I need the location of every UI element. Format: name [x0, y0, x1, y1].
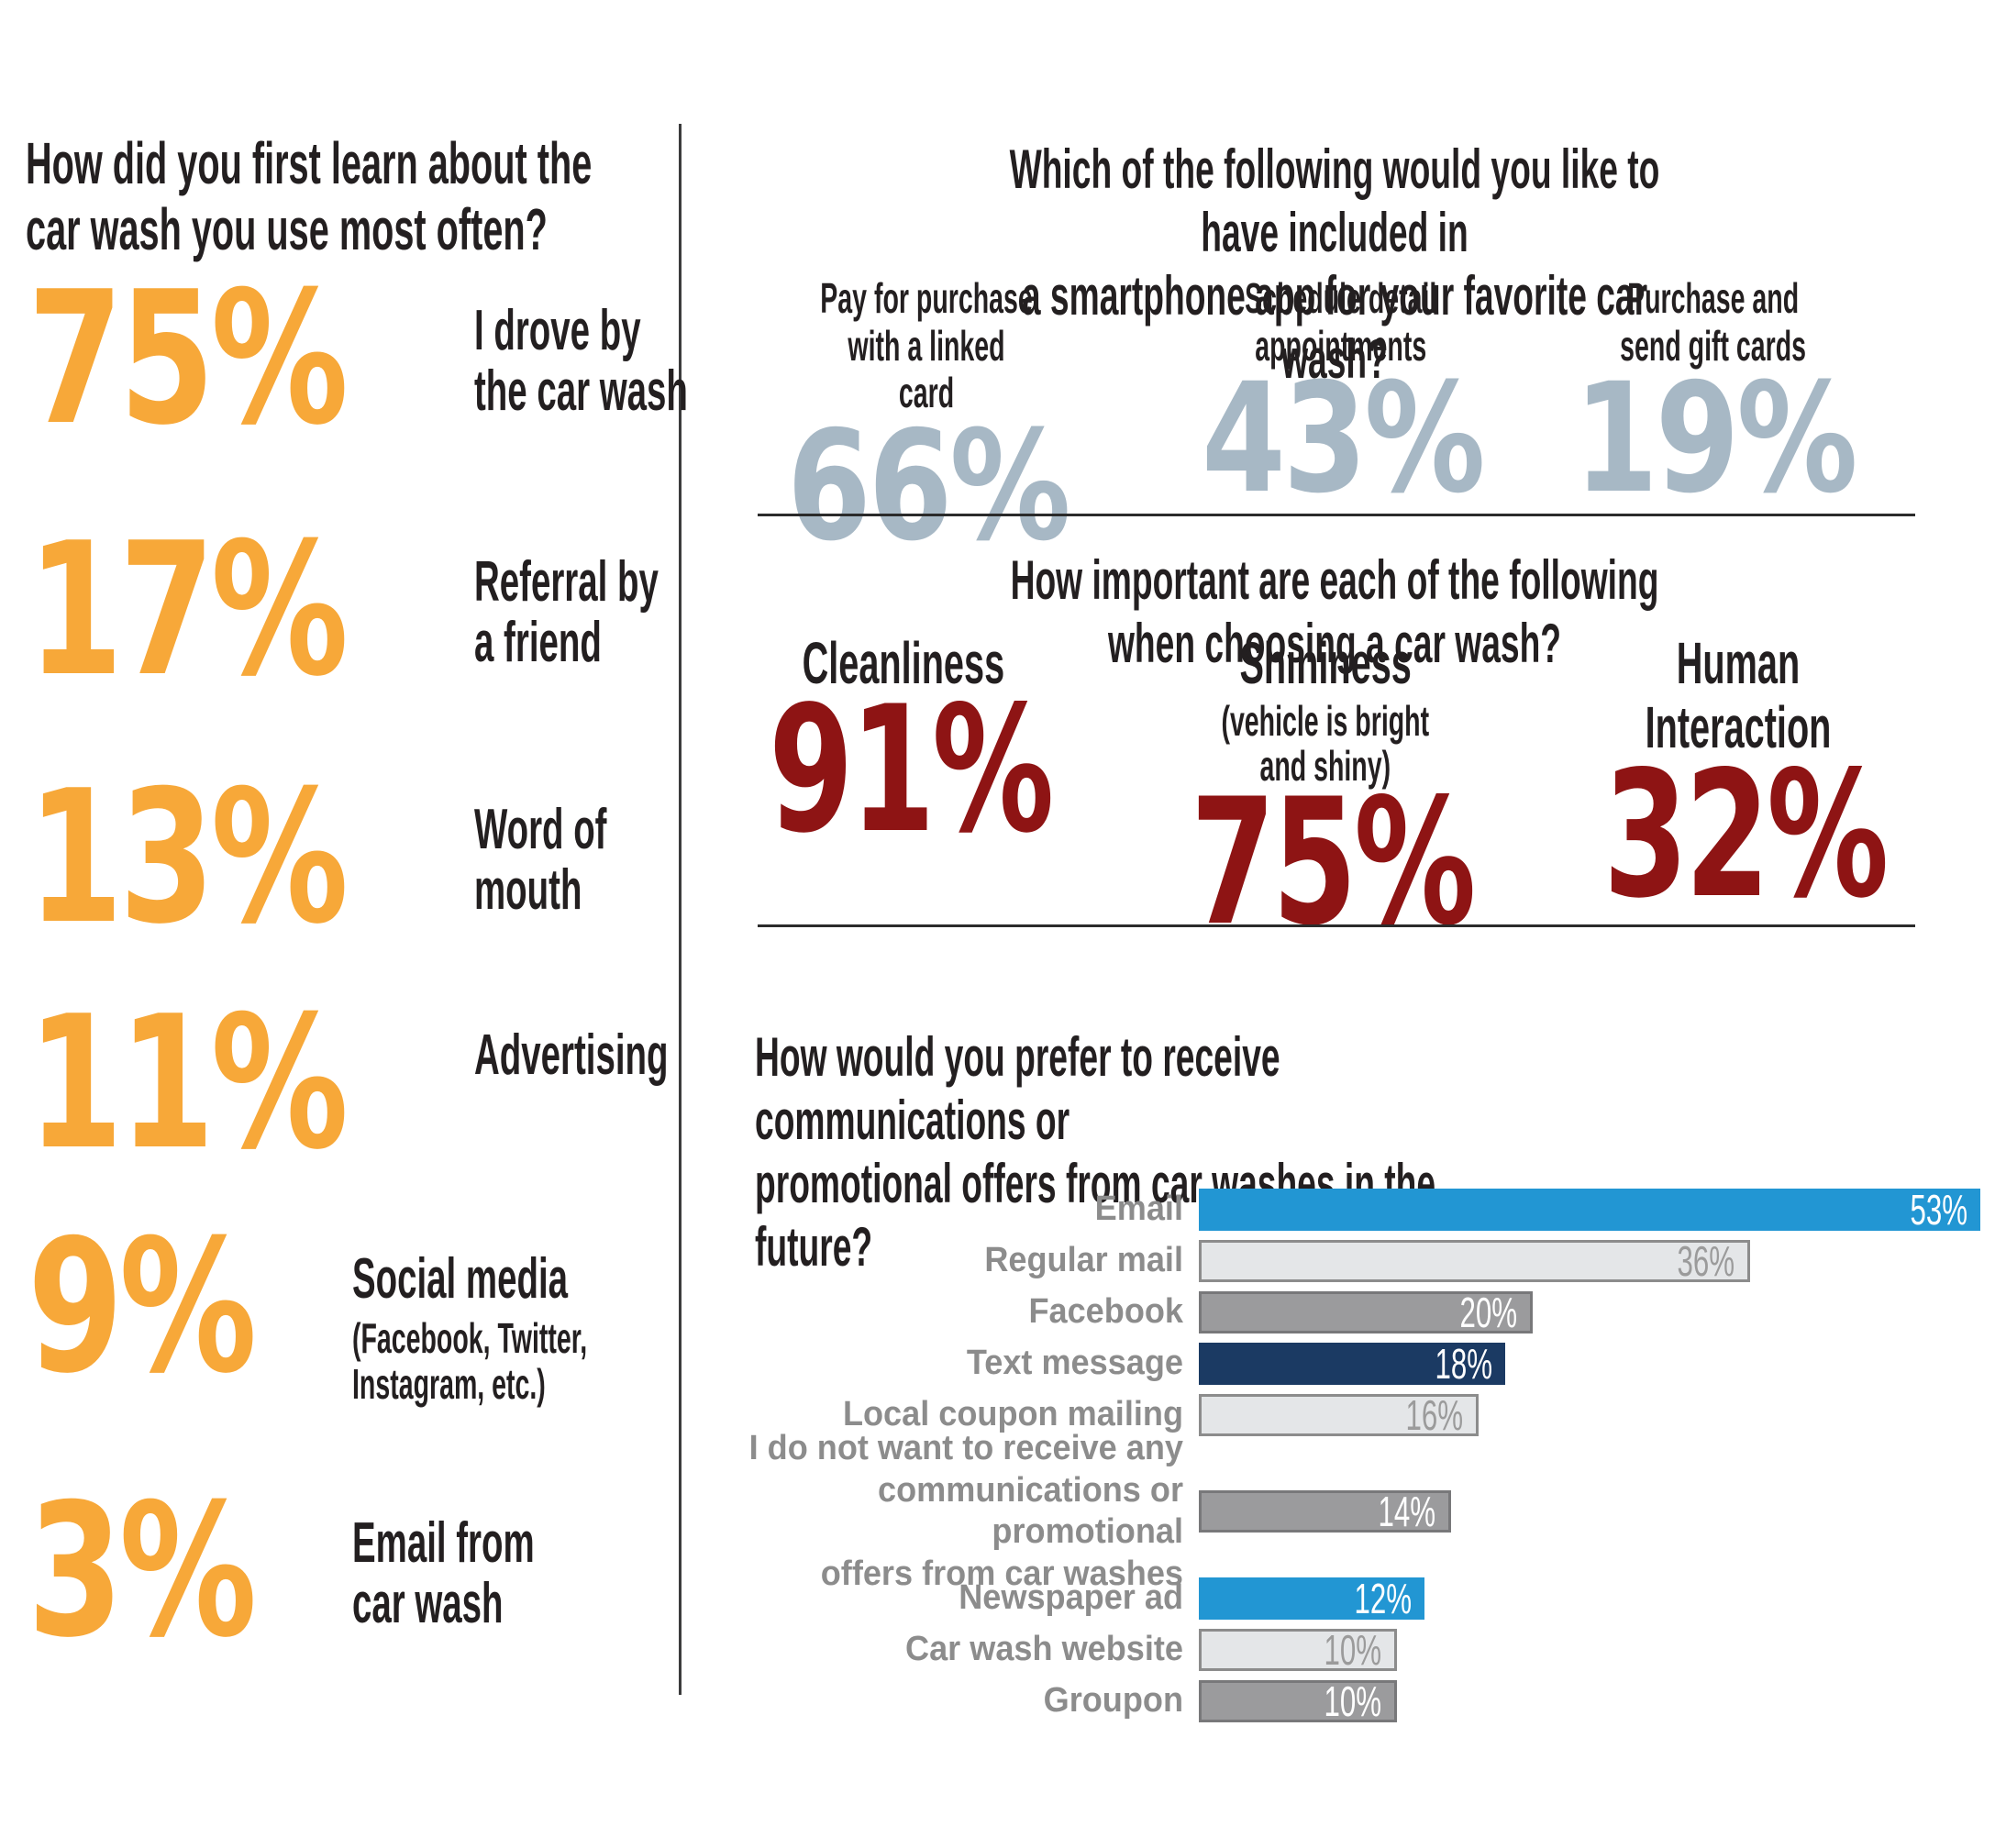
bar: 20% — [1199, 1289, 1533, 1336]
app-section-title: Which of the following would you like to… — [755, 138, 1914, 391]
learn-item-value: 3% — [28, 1465, 257, 1678]
bar-label: Email — [1094, 1190, 1183, 1229]
learn-item-email: 3% Email from car wash — [28, 1465, 646, 1678]
learn-item-value: 11% — [28, 977, 349, 1190]
bar-row-carwash-website: Car wash website 10% — [688, 1626, 2006, 1674]
app-item-value: 66% — [787, 397, 1071, 574]
app-item-pay: Pay for purchase with a linked card 66% — [752, 274, 1101, 574]
bar-value: 16% — [1405, 1391, 1463, 1439]
learn-item-value: 9% — [28, 1201, 257, 1414]
bar: 18% — [1199, 1340, 1505, 1388]
bar-row-groupon: Groupon 10% — [688, 1677, 2006, 1725]
app-item-schedule: Schedule detail appointments 43% — [1167, 274, 1515, 527]
learn-section-title: How did you first learn about the car wa… — [26, 130, 1126, 263]
app-section-title-text: Which of the following would you like to… — [1009, 138, 1660, 390]
bar-row-no-communications: I do not want to receive any communicati… — [688, 1429, 2006, 1593]
bar-label: Local coupon mailing — [842, 1395, 1183, 1434]
learn-item-label: Referral by a friend — [473, 550, 659, 674]
bar: 36% — [1199, 1237, 1750, 1285]
app-item-giftcards: Purchase and send gift cards 19% — [1539, 274, 1888, 527]
bar: 12% — [1199, 1575, 1424, 1622]
vertical-divider — [679, 124, 682, 1695]
app-item-value: 43% — [1202, 350, 1486, 527]
importance-item-shininess: Shininess (vehicle is bright and shiny) … — [1133, 630, 1518, 964]
learn-item-value: 75% — [28, 252, 349, 466]
learn-item-label: Word of mouth — [473, 798, 607, 922]
bar-label: Facebook — [1028, 1292, 1183, 1332]
importance-item-label: Human Interaction — [1645, 630, 1832, 761]
bar-row-facebook: Facebook 20% — [688, 1289, 2006, 1336]
bar: 53% — [1199, 1186, 1980, 1234]
importance-item-cleanliness: Cleanliness 91% — [711, 630, 1096, 872]
bar: 10% — [1199, 1626, 1397, 1674]
importance-item-label: Shininess — [1239, 630, 1412, 696]
app-item-label: Schedule detail appointments — [1245, 274, 1437, 370]
importance-section-title-text: How important are each of the following … — [1010, 549, 1659, 674]
learn-section-title-text: How did you first learn about the car wa… — [26, 130, 593, 263]
importance-item-human-interaction: Human Interaction 32% — [1546, 630, 1931, 936]
learn-item-label: I drove by the car wash — [473, 299, 688, 423]
bar-label: Text message — [966, 1344, 1183, 1383]
bar-row-email: Email 53% — [688, 1186, 2006, 1234]
app-item-label: Pay for purchase with a linked card — [820, 274, 1033, 417]
bar-row-local-coupon: Local coupon mailing 16% — [688, 1391, 2006, 1439]
learn-item-advertising: 11% Advertising — [28, 977, 787, 1190]
learn-item-value: 13% — [28, 751, 349, 965]
bar-label: Regular mail — [984, 1241, 1183, 1280]
bar-value: 20% — [1459, 1289, 1517, 1336]
app-item-label: Purchase and send gift cards — [1620, 274, 1807, 370]
bar-value: 18% — [1435, 1340, 1492, 1388]
importance-section-title: How important are each of the following … — [755, 548, 1914, 675]
bar-label: Car wash website — [905, 1630, 1183, 1669]
bar-value: 12% — [1354, 1575, 1412, 1622]
section-divider-1 — [758, 514, 1915, 516]
section-divider-2 — [758, 924, 1915, 927]
bar-value: 10% — [1324, 1626, 1381, 1674]
bar-row-text-message: Text message 18% — [688, 1340, 2006, 1388]
importance-item-label: Cleanliness — [802, 630, 1005, 696]
learn-item-social-media: 9% Social media (Facebook, Twitter, Inst… — [28, 1201, 731, 1414]
bar-label: I do not want to receive any communicati… — [748, 1428, 1183, 1593]
bar-value: 10% — [1324, 1677, 1381, 1725]
learn-item-value: 17% — [28, 503, 349, 717]
importance-item-note: (vehicle is bright and shiny) — [1221, 697, 1430, 790]
app-item-value: 19% — [1574, 350, 1858, 527]
learn-item-label: Social media — [351, 1247, 568, 1311]
bar-row-regular-mail: Regular mail 36% — [688, 1237, 2006, 1285]
bar: 10% — [1199, 1677, 1397, 1725]
bar-label: Newspaper ad — [959, 1578, 1183, 1618]
bar: 14% — [1199, 1488, 1451, 1535]
learn-item-word-of-mouth: 13% Word of mouth — [28, 751, 688, 965]
learn-item-referral: 17% Referral by a friend — [28, 503, 771, 717]
bar-label: Groupon — [1043, 1681, 1183, 1721]
bar-value: 14% — [1378, 1488, 1435, 1535]
learn-item-drove-by: 75% I drove by the car wash — [28, 252, 818, 466]
importance-item-value: 32% — [1603, 733, 1889, 936]
bar-row-newspaper-ad: Newspaper ad 12% — [688, 1575, 2006, 1622]
importance-item-value: 75% — [1191, 760, 1476, 964]
bar-value: 53% — [1910, 1186, 1967, 1234]
bar: 16% — [1199, 1391, 1479, 1439]
learn-item-label: Advertising — [473, 1024, 669, 1087]
bar-value: 36% — [1677, 1237, 1734, 1285]
importance-item-value: 91% — [769, 669, 1054, 872]
learn-item-note: (Facebook, Twitter, Instagram, etc.) — [351, 1313, 587, 1409]
learn-item-label: Email from car wash — [351, 1511, 535, 1635]
